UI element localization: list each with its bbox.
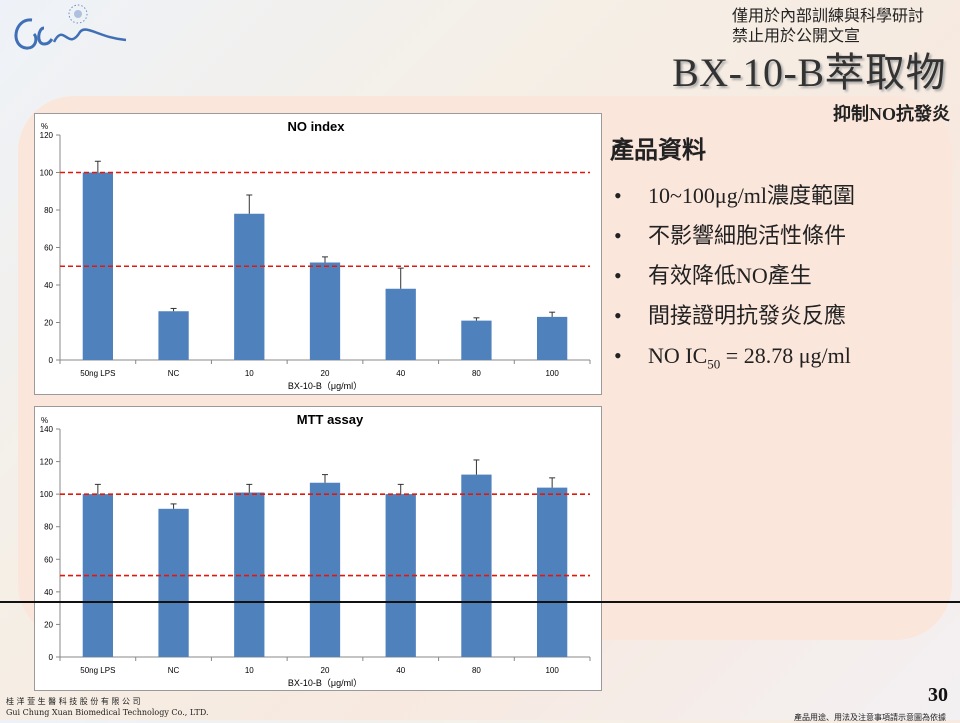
- chart-panel-no-index: NO index% 0 20 40 60 80 100 120 50ng LPS NC 10 20 40…: [34, 113, 602, 395]
- ic50-prefix: NO IC: [648, 343, 708, 368]
- bar: [234, 213, 265, 360]
- y-tick-label: 80: [44, 206, 53, 215]
- bar: [158, 508, 189, 657]
- info-item: • 有效降低NO產生: [606, 256, 855, 296]
- notice-line-1: 僅用於內部訓練與科學研討: [732, 6, 925, 25]
- chart-title: MTT assay: [297, 412, 364, 427]
- x-tick-label: 10: [245, 666, 254, 675]
- page-title: BX-10-B萃取物: [672, 50, 946, 95]
- y-tick-label: 100: [40, 169, 54, 178]
- footer-disclaimer: 產品用途、用法及注意事項請示意圖為依據: [794, 713, 946, 722]
- y-axis-unit: %: [41, 416, 48, 425]
- bullet-icon: •: [614, 343, 622, 368]
- x-tick-label: 40: [396, 666, 405, 675]
- info-item: • 間接證明抗發炎反應: [606, 296, 855, 336]
- y-tick-label: 80: [44, 523, 53, 532]
- info-item-ic50: • NO IC50 = 28.78 μg/ml: [606, 336, 855, 376]
- x-tick-label: 100: [545, 666, 559, 675]
- bar: [309, 262, 341, 360]
- bar: [385, 288, 416, 360]
- info-heading: 產品資料: [610, 138, 706, 164]
- y-tick-label: 120: [40, 458, 54, 467]
- y-tick-label: 60: [44, 555, 53, 564]
- info-item: • 10~100μg/ml濃度範圍: [606, 176, 855, 216]
- y-tick-label: 100: [40, 490, 54, 499]
- x-axis-label: BX-10-B（μg/ml）: [288, 381, 362, 391]
- info-item-text: 有效降低NO產生: [648, 263, 812, 288]
- y-axis-unit: %: [41, 122, 48, 131]
- footer-company: 桂 洋 萱 生 醫 科 技 股 份 有 限 公 司 Gui Chung Xuan…: [6, 696, 209, 718]
- bullet-icon: •: [614, 263, 622, 288]
- y-tick-label: 140: [40, 425, 54, 434]
- bar: [461, 474, 492, 657]
- x-tick-label: 40: [396, 369, 405, 378]
- bullet-icon: •: [614, 183, 622, 208]
- x-tick-label: 20: [321, 369, 330, 378]
- x-tick-label: 100: [545, 369, 559, 378]
- x-tick-label: 10: [245, 369, 254, 378]
- chart-panel-mtt: MTT assay% 0 20 40 60 80 100 120 140 50ng LPS NC 10…: [34, 406, 602, 691]
- info-item-text: 間接證明抗發炎反應: [648, 303, 847, 328]
- y-tick-label: 20: [44, 319, 53, 328]
- chart-title: NO index: [287, 119, 345, 134]
- y-tick-label: 40: [44, 281, 53, 290]
- x-tick-label: 20: [321, 666, 330, 675]
- divider-line: [0, 601, 960, 603]
- company-logo: [14, 4, 127, 50]
- bar: [537, 316, 568, 360]
- notice-line-2: 禁止用於公開文宣: [732, 26, 861, 45]
- bar: [461, 320, 492, 360]
- product-info: 產品資料 • 10~100μg/ml濃度範圍 • 不影響細胞活性條件 • 有效降低NO…: [606, 134, 855, 376]
- no-index-chart: NO index% 0 20 40 60 80 100 120 50ng LPS NC 10 20 40…: [40, 119, 591, 391]
- y-tick-label: 0: [49, 356, 54, 365]
- x-tick-label: 50ng LPS: [80, 369, 115, 378]
- x-tick-label: 80: [472, 666, 481, 675]
- info-item-text: 10~100μg/ml濃度範圍: [648, 183, 856, 208]
- mtt-assay-chart: MTT assay% 0 20 40 60 80 100 120 140 50ng LPS NC 10…: [40, 412, 591, 688]
- y-tick-label: 20: [44, 620, 53, 629]
- bar: [234, 492, 265, 657]
- y-tick-label: 60: [44, 244, 53, 253]
- info-list: • 10~100μg/ml濃度範圍 • 不影響細胞活性條件 • 有效降低NO產生 • 間…: [606, 176, 855, 376]
- company-name-en: Gui Chung Xuan Biomedical Technology Co.…: [6, 708, 209, 717]
- company-name-zh: 桂 洋 萱 生 醫 科 技 股 份 有 限 公 司: [6, 697, 141, 706]
- bar: [309, 482, 341, 657]
- info-item: • 不影響細胞活性條件: [606, 216, 855, 256]
- x-tick-label: 50ng LPS: [80, 666, 115, 675]
- x-tick-label: 80: [472, 369, 481, 378]
- x-axis-label: BX-10-B（μg/ml）: [288, 678, 362, 688]
- bar: [158, 311, 189, 360]
- usage-notice: 僅用於內部訓練與科學研討 禁止用於公開文宣: [732, 6, 924, 46]
- bar: [537, 487, 568, 657]
- y-tick-label: 120: [40, 131, 54, 140]
- page-subtitle: 抑制NO抗發炎: [833, 104, 950, 124]
- page-number: 30: [928, 684, 948, 706]
- x-tick-label: NC: [168, 666, 180, 675]
- info-item-text: 不影響細胞活性條件: [648, 223, 847, 248]
- bullet-icon: •: [614, 303, 622, 328]
- bullet-icon: •: [614, 223, 622, 248]
- ic50-subscript: 50: [707, 356, 721, 372]
- ic50-value: = 28.78 μg/ml: [720, 343, 851, 368]
- x-tick-label: NC: [168, 369, 180, 378]
- y-tick-label: 0: [49, 653, 54, 662]
- y-tick-label: 40: [44, 588, 53, 597]
